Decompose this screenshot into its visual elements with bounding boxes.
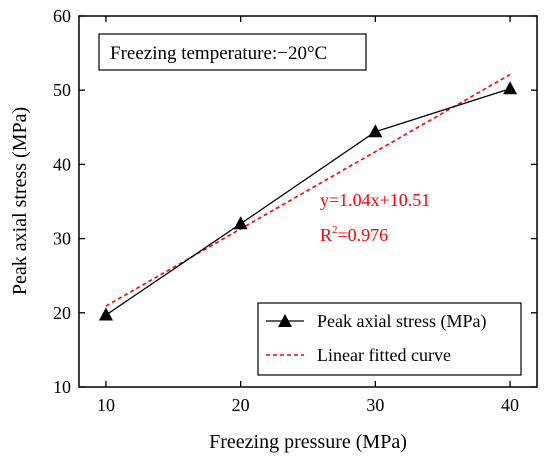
fit-equation: y=1.04x+10.51: [320, 190, 430, 210]
y-tick-label-50: 50: [53, 80, 71, 100]
x-axis-title: Freezing pressure (MPa): [209, 431, 407, 453]
y-axis-title: Peak axial stress (MPa): [9, 107, 31, 295]
series-layer: [98, 73, 518, 321]
x-tick-label-10: 10: [97, 395, 115, 415]
data-point-20: [233, 216, 248, 230]
y-tick-label-60: 60: [53, 6, 71, 26]
legend-box: [257, 302, 522, 376]
temperature-annotation: Freezing temperature:−20°C: [110, 43, 327, 64]
x-tick-label-20: 20: [232, 395, 250, 415]
x-tick-label-40: 40: [501, 395, 519, 415]
data-point-30: [368, 124, 383, 138]
series-line-linear-fit: [105, 73, 511, 307]
y-tick-label-30: 30: [53, 229, 71, 249]
r-squared-prefix: R: [320, 225, 332, 245]
temperature-annotation-box: [98, 33, 367, 71]
data-point-10: [98, 307, 113, 321]
legend-label-linear-fit: Linear fitted curve: [317, 345, 451, 365]
y-tick-label-40: 40: [53, 154, 71, 174]
legend-marker-triangle: [278, 314, 292, 327]
r-squared-superscript: 2: [332, 224, 338, 236]
x-axis-ticks: 10 20 30 40: [97, 16, 519, 415]
legend-label-peak-axial-stress: Peak axial stress (MPa): [317, 311, 486, 332]
plot-frame: [78, 15, 538, 388]
y-axis-ticks: 10 20 30 40 50 60: [53, 6, 537, 397]
r-squared-value: =0.976: [338, 225, 389, 245]
r-squared: R2=0.976: [320, 224, 388, 245]
y-tick-label-20: 20: [53, 303, 71, 323]
data-point-40: [503, 81, 518, 95]
y-tick-label-10: 10: [53, 377, 71, 397]
series-line-peak-axial-stress: [105, 88, 511, 316]
x-tick-label-30: 30: [366, 395, 384, 415]
